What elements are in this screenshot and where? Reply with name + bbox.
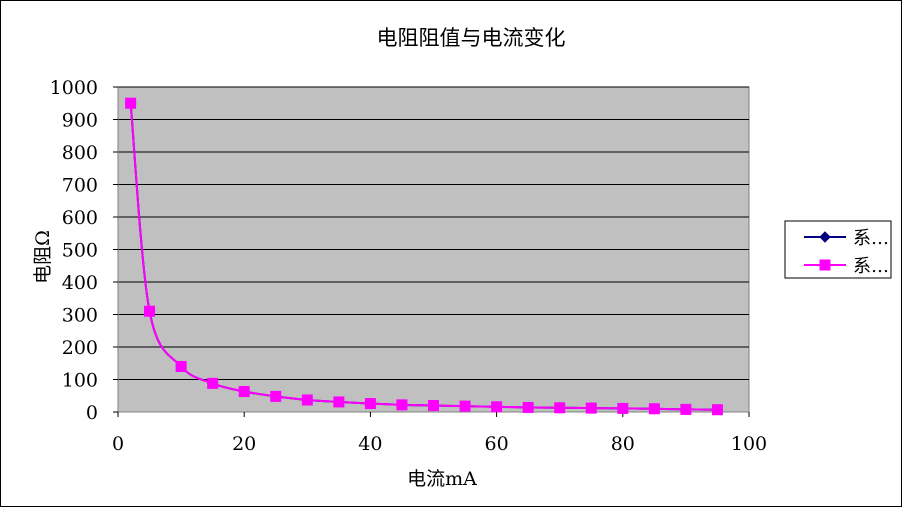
y-axis-title: 电阻Ω	[32, 230, 54, 284]
y-tick-label: 800	[62, 142, 98, 164]
axes	[113, 86, 750, 417]
series-layer	[124, 97, 724, 416]
x-tick-labels: 0 20 40 60 80 100	[112, 433, 767, 455]
series-2-point	[238, 386, 250, 398]
y-tick-label: 100	[62, 370, 98, 392]
y-tick-label: 500	[62, 240, 98, 262]
series-2-point	[680, 403, 692, 415]
series-2-point	[270, 390, 282, 402]
series-2-point	[207, 377, 219, 389]
y-tick-labels: 0 100 200 300 400 500 600 700 800 900 1000	[50, 77, 98, 424]
legend: 系… 系…	[784, 220, 892, 279]
x-tick-label: 100	[731, 433, 767, 455]
x-tick-label: 80	[611, 433, 635, 455]
chart-title: 电阻阻值与电流变化	[377, 26, 566, 50]
series-2-point	[554, 402, 566, 414]
series-2-point	[491, 401, 503, 413]
legend-label: 系…	[853, 256, 889, 277]
legend-label: 系…	[853, 228, 889, 249]
series-2-point	[125, 97, 137, 109]
y-tick-label: 0	[86, 402, 98, 424]
y-tick-label: 300	[62, 305, 98, 327]
legend-swatch-marker	[819, 231, 831, 243]
x-axis-title: 电流mA	[407, 468, 477, 490]
x-tick-label: 60	[485, 433, 509, 455]
y-tick-label: 900	[62, 110, 98, 132]
y-tick-label: 1000	[50, 77, 98, 99]
series-2-point	[175, 361, 187, 372]
y-tick-label: 600	[62, 207, 98, 229]
series-2-point	[522, 401, 534, 413]
series-2-point	[396, 399, 408, 411]
grid-lines	[118, 86, 749, 380]
series-2-point	[364, 398, 376, 410]
y-tick-label: 400	[62, 272, 98, 294]
x-tick-label: 20	[232, 433, 256, 455]
x-tick-label: 40	[358, 433, 382, 455]
series-2-point	[428, 400, 439, 411]
series-2-point	[711, 404, 723, 416]
series-2-point	[459, 400, 471, 412]
y-tick-label: 700	[62, 175, 98, 197]
y-tick-label: 200	[62, 337, 98, 359]
legend-box	[784, 220, 892, 279]
series-2-point	[144, 305, 156, 317]
series-2-point	[617, 402, 629, 414]
series-2-point	[585, 402, 597, 414]
series-2-point	[648, 403, 660, 415]
x-tick-label: 0	[112, 433, 124, 455]
legend-swatch-marker	[819, 259, 831, 271]
series-2-point	[333, 396, 345, 408]
series-2-point	[301, 394, 313, 406]
